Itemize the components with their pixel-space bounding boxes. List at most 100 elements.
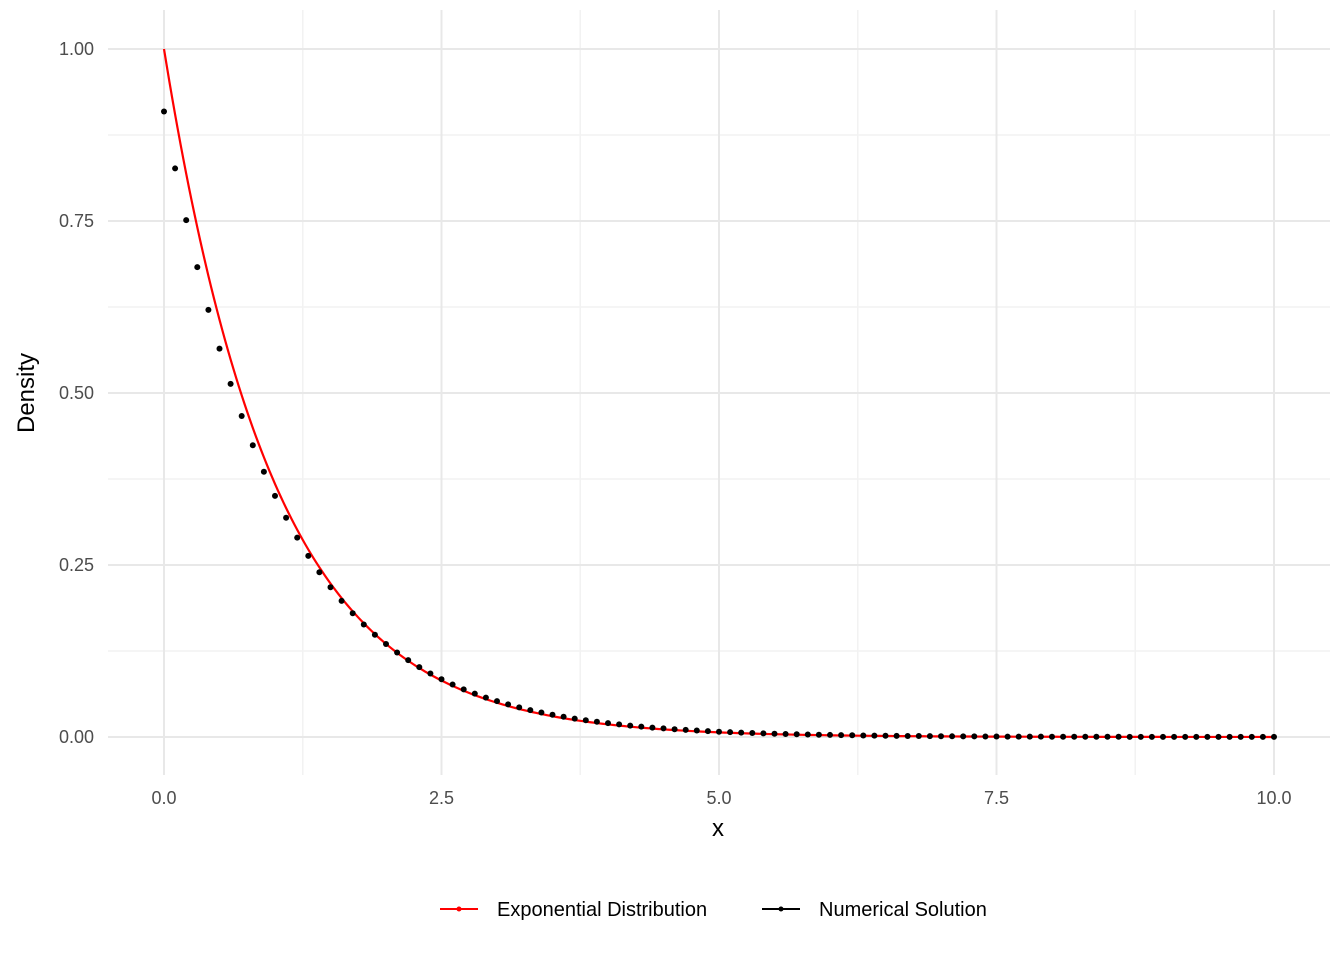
data-point-numerical — [926, 733, 933, 740]
grid — [108, 10, 1330, 775]
data-point-numerical — [627, 722, 634, 729]
data-point-numerical — [1015, 733, 1022, 740]
legend-swatch-point-numerical — [778, 906, 784, 912]
data-point-numerical — [371, 631, 378, 638]
data-point-numerical — [194, 264, 201, 271]
legend: Exponential Distribution Numerical Solut… — [440, 899, 987, 921]
data-point-numerical — [360, 621, 367, 628]
data-point-numerical — [172, 165, 179, 172]
data-point-numerical — [782, 730, 789, 737]
data-point-numerical — [560, 713, 567, 720]
data-point-numerical — [682, 726, 689, 733]
data-point-numerical — [1204, 733, 1211, 740]
data-point-numerical — [260, 468, 267, 475]
data-point-numerical — [704, 728, 711, 735]
data-point-numerical — [904, 732, 911, 739]
data-point-numerical — [205, 306, 212, 313]
data-point-numerical — [1160, 733, 1166, 740]
data-point-numerical — [438, 676, 445, 683]
x-tick-label: 2.5 — [429, 788, 454, 808]
data-point-numerical — [960, 733, 967, 740]
y-axis-title: Density — [13, 353, 40, 433]
data-point-numerical — [582, 717, 589, 724]
data-point-numerical — [305, 552, 312, 559]
y-tick-label: 1.00 — [59, 39, 94, 59]
data-point-numerical — [838, 732, 845, 739]
data-point-numerical — [183, 217, 190, 224]
data-point-numerical — [216, 345, 223, 352]
data-point-numerical — [249, 442, 256, 449]
data-point-numerical — [815, 731, 822, 738]
data-point-numerical — [1237, 733, 1244, 740]
data-point-numerical — [482, 694, 489, 701]
data-point-numerical — [971, 733, 978, 740]
data-point-numerical — [571, 715, 578, 722]
data-point-numerical — [272, 492, 278, 499]
data-point-numerical — [938, 733, 944, 740]
data-point-numerical — [1026, 733, 1033, 740]
data-point-numerical — [538, 709, 545, 716]
data-point-numerical — [1082, 733, 1089, 740]
data-point-numerical — [460, 686, 467, 693]
axes: x Density 0.0 2.5 5.0 7.5 10.0 0.00 0.25 0.50 0.… — [13, 39, 1292, 842]
data-point-numerical — [749, 730, 756, 737]
data-point-numerical — [1071, 733, 1078, 740]
data-point-numerical — [982, 733, 989, 740]
data-point-numerical — [505, 701, 512, 708]
data-point-numerical — [227, 380, 234, 387]
data-point-numerical — [516, 704, 523, 711]
data-point-numerical — [1148, 733, 1155, 740]
data-point-numerical — [449, 681, 456, 688]
data-point-numerical — [671, 726, 678, 733]
data-point-numerical — [638, 723, 645, 730]
data-point-numerical — [893, 732, 900, 739]
data-point-numerical — [338, 597, 345, 604]
data-point-numerical — [1226, 733, 1233, 740]
data-point-numerical — [716, 728, 722, 735]
data-point-numerical — [316, 569, 323, 576]
data-point-numerical — [849, 732, 856, 739]
x-axis-title: x — [712, 815, 724, 842]
data-point-numerical — [1193, 733, 1200, 740]
data-point-numerical — [693, 727, 700, 734]
data-point-numerical — [660, 725, 667, 732]
data-point-numerical — [882, 732, 889, 739]
data-point-numerical — [771, 730, 778, 737]
legend-label-exponential: Exponential Distribution — [497, 899, 707, 921]
data-point-numerical — [238, 413, 245, 420]
y-tick-label: 0.50 — [59, 383, 94, 403]
data-point-numerical — [383, 641, 389, 648]
data-point-numerical — [327, 584, 334, 591]
legend-label-numerical: Numerical Solution — [819, 899, 987, 921]
data-point-numerical — [1215, 733, 1222, 740]
data-point-numerical — [827, 731, 833, 738]
data-point-numerical — [616, 721, 623, 728]
data-point-numerical — [649, 724, 656, 731]
data-point-numerical — [1004, 733, 1011, 740]
x-tick-label: 7.5 — [984, 788, 1009, 808]
y-tick-label: 0.75 — [59, 211, 94, 231]
data-point-numerical — [804, 731, 811, 738]
data-point-numerical — [605, 720, 611, 727]
data-point-numerical — [1115, 733, 1122, 740]
x-tick-label: 10.0 — [1256, 788, 1291, 808]
data-point-numerical — [283, 514, 290, 521]
data-point-numerical — [860, 732, 867, 739]
data-point-numerical — [294, 534, 301, 541]
y-tick-label: 0.25 — [59, 555, 94, 575]
data-point-numerical — [871, 732, 878, 739]
data-point-numerical — [760, 730, 767, 737]
data-point-numerical — [1248, 733, 1255, 740]
data-point-numerical — [1259, 733, 1266, 740]
data-point-numerical — [1137, 733, 1144, 740]
data-point-numerical — [1093, 733, 1100, 740]
data-point-numerical — [1049, 733, 1055, 740]
x-tick-label: 5.0 — [706, 788, 731, 808]
series — [161, 48, 1277, 740]
data-point-numerical — [738, 729, 745, 736]
data-point-numerical — [949, 733, 956, 740]
data-point-numerical — [593, 718, 600, 725]
x-tick-label: 0.0 — [151, 788, 176, 808]
data-point-numerical — [349, 610, 356, 617]
data-point-numerical — [1171, 733, 1178, 740]
